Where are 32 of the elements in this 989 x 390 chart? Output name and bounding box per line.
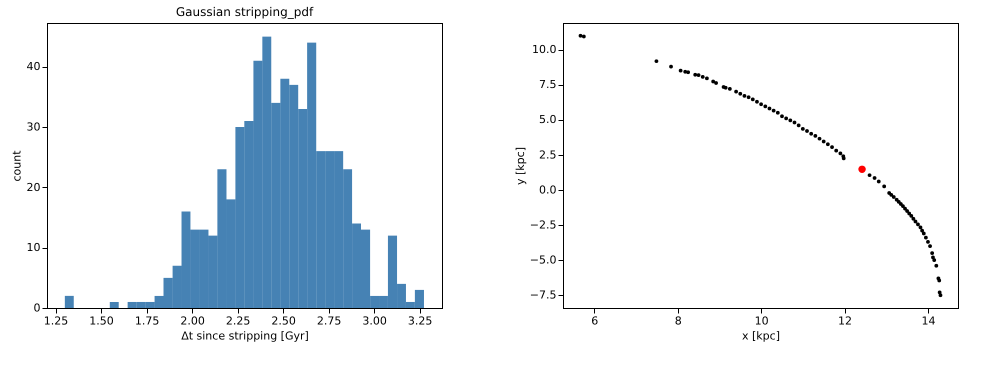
x-tick-label: 1.25	[44, 314, 68, 328]
x-tick-label: 3.25	[408, 314, 432, 328]
y-tick-label: 40	[26, 60, 40, 74]
y-tick-label: 0.0	[539, 183, 556, 196]
x-tick-label: 2.25	[226, 314, 250, 328]
x-axis-title: Δt since stripping [Gyr]	[181, 330, 309, 342]
y-tick-label: 0	[34, 302, 40, 314]
x-tick-label: 3.00	[362, 314, 387, 328]
x-axis-title: x [kpc]	[742, 330, 780, 342]
y-axis-title: y [kpc]	[514, 147, 527, 185]
y-tick-label: −5.0	[530, 254, 556, 267]
y-tick-label: −2.5	[530, 218, 556, 232]
y-tick-label: −7.5	[530, 288, 556, 302]
x-tick-label: 1.50	[89, 314, 114, 328]
x-tick-label: 2.00	[180, 314, 205, 328]
y-tick-label: 5.0	[539, 113, 556, 126]
y-tick-label: 10.0	[532, 43, 556, 56]
x-tick-label: 10	[754, 314, 769, 328]
x-tick-label: 2.50	[271, 314, 296, 328]
y-axis-title: count	[10, 150, 24, 182]
y-tick-label: 20	[26, 180, 40, 194]
y-tick-label: 7.5	[539, 78, 556, 92]
x-tick-label: 6	[591, 314, 598, 328]
chart-title: Gaussian stripping_pdf	[176, 5, 314, 19]
x-tick-label: 14	[921, 314, 936, 328]
x-tick-label: 2.75	[316, 314, 342, 328]
y-tick-label: 2.5	[539, 148, 556, 162]
x-tick-label: 12	[838, 314, 852, 328]
y-tick-label: 30	[26, 120, 40, 134]
x-tick-label: 8	[674, 314, 682, 328]
y-tick-label: 10	[26, 241, 40, 254]
x-tick-label: 1.75	[134, 314, 160, 328]
